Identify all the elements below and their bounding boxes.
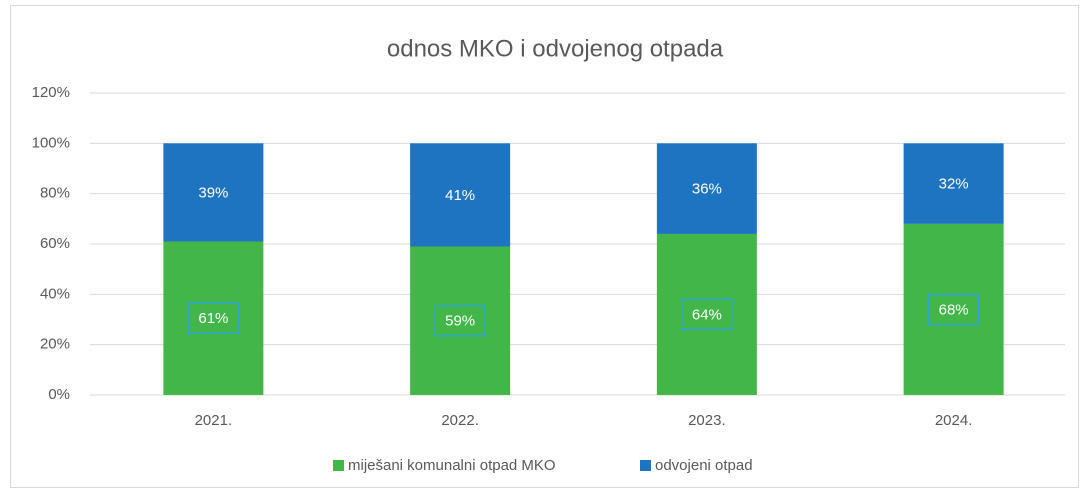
data-label: 64%	[692, 306, 722, 323]
data-label-box	[927, 293, 980, 326]
bar-segment	[903, 223, 1004, 395]
x-tick-label: 2024.	[935, 412, 973, 429]
legend-label: miješani komunalni otpad MKO	[348, 457, 556, 474]
bar-segment	[656, 233, 757, 395]
legend-swatch	[640, 460, 651, 471]
bar-segment	[410, 143, 511, 247]
y-tick-label: 40%	[40, 285, 70, 302]
y-tick-label: 100%	[32, 134, 70, 151]
y-tick-label: 120%	[32, 84, 70, 101]
data-label: 32%	[939, 176, 969, 193]
x-tick-label: 2021.	[195, 412, 233, 429]
bar-segment	[163, 241, 264, 395]
data-label: 36%	[692, 181, 722, 198]
data-label: 41%	[445, 187, 475, 204]
legend-swatch	[333, 460, 344, 471]
y-tick-label: 0%	[48, 386, 70, 403]
data-label: 68%	[939, 301, 969, 318]
bar-segment	[163, 143, 264, 242]
bar-segment	[903, 143, 1004, 224]
x-tick-label: 2022.	[441, 412, 479, 429]
bar-segment	[410, 246, 511, 395]
y-tick-label: 20%	[40, 336, 70, 353]
x-tick-label: 2023.	[688, 412, 726, 429]
y-tick-label: 60%	[40, 235, 70, 252]
data-label: 59%	[445, 313, 475, 330]
data-label-box	[187, 302, 240, 334]
data-label: 39%	[198, 184, 228, 201]
data-label: 61%	[198, 310, 228, 327]
data-label-box	[434, 305, 486, 337]
legend-label: odvojeni otpad	[655, 457, 753, 474]
data-label-box	[681, 298, 733, 331]
y-tick-label: 80%	[40, 185, 70, 202]
chart-title: odnos MKO i odvojenog otpada	[387, 35, 724, 62]
bar-segment	[656, 143, 757, 234]
